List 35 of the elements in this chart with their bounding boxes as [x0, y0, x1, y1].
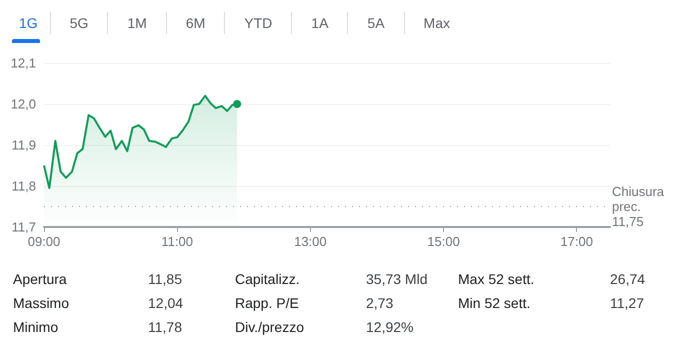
- x-tick-label: 17:00: [560, 234, 593, 249]
- text: 35,73 Mld: [366, 270, 428, 288]
- text: 1M: [107, 12, 166, 34]
- x-tick-label: 11:00: [161, 234, 193, 249]
- y-tick-label: 12,1: [10, 56, 36, 70]
- text: Apertura: [13, 270, 68, 288]
- text: Min 52 sett.: [458, 294, 532, 312]
- x-tick-label: 09:00: [28, 234, 60, 249]
- y-tick-label: 11,9: [12, 138, 36, 152]
- text: 11,85: [148, 270, 183, 288]
- text: 5G: [50, 12, 108, 34]
- text: 2,73: [366, 294, 394, 312]
- text: 1G: [10, 12, 50, 34]
- text: 5A: [347, 12, 404, 34]
- text: 6M: [166, 12, 224, 34]
- text: Massimo: [13, 294, 70, 312]
- text: 12,04: [148, 294, 184, 312]
- y-tick-label: 11,7: [12, 220, 36, 234]
- text: 11,78: [148, 318, 183, 336]
- text: Max: [404, 12, 469, 34]
- x-tick-label: 15:00: [427, 234, 460, 249]
- text: Div./prezzo: [235, 318, 305, 336]
- text: 11,27: [610, 294, 645, 312]
- text: 26,74: [610, 270, 646, 288]
- text: YTD: [224, 12, 292, 34]
- text: Rapp. P/E: [235, 294, 300, 312]
- ref-line-label: Chiusura prec. 11,75: [612, 184, 665, 229]
- text: Capitalizz.: [235, 270, 301, 288]
- y-tick-label: 11,8: [12, 178, 36, 194]
- text: 1A: [291, 12, 348, 34]
- text: Minimo: [13, 318, 60, 336]
- x-tick-label: 13:00: [294, 234, 327, 249]
- y-tick-label: 12,0: [10, 96, 36, 112]
- text: Max 52 sett.: [458, 270, 536, 288]
- text: 12,92%: [366, 318, 414, 336]
